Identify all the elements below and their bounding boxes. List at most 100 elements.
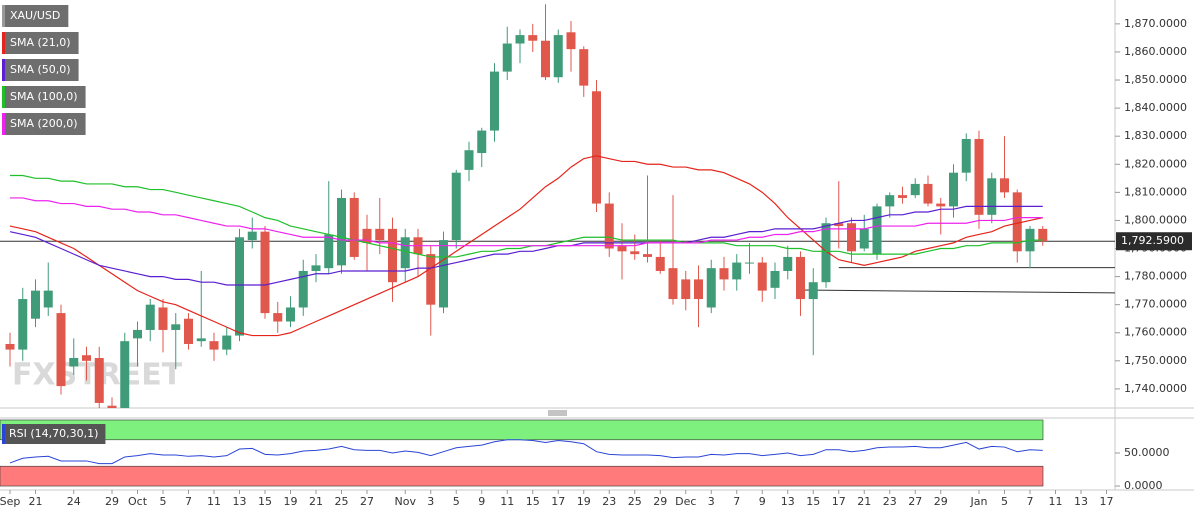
legend-entry: SMA (200,0) (10, 117, 78, 130)
legend-entry-swatch (2, 32, 5, 54)
x-tick-label: 17 (551, 495, 565, 508)
candle-body (82, 355, 91, 361)
rsi-title-box (2, 424, 106, 444)
legend-entry-box (2, 113, 86, 135)
y-tick-label: 1,740.0000 (1124, 382, 1187, 395)
x-tick-label: 21 (857, 495, 871, 508)
x-tick-label: 5 (1001, 495, 1008, 508)
legend-entry-box (2, 86, 86, 108)
x-tick-label: 21 (29, 495, 43, 508)
legend-entry-box (2, 59, 79, 81)
candle-body (1038, 228, 1048, 242)
y-tick-label: 1,750.0000 (1124, 354, 1187, 367)
y-tick-label: 1,760.0000 (1124, 326, 1187, 339)
last-price-tag (1116, 232, 1192, 251)
legend-title: XAU/USD (10, 9, 60, 22)
candle-body (439, 240, 448, 308)
x-tick-label: 15 (806, 495, 820, 508)
x-tick-label: 17 (1100, 495, 1114, 508)
rsi-title-swatch (2, 424, 5, 444)
candle-body (375, 228, 385, 241)
candle-body (757, 262, 767, 291)
x-tick-label: 13 (233, 495, 247, 508)
y-tick-label: 1,850.0000 (1124, 73, 1187, 86)
x-tick-label: 19 (577, 495, 591, 508)
candle-body (987, 178, 997, 215)
x-tick-label: 11 (500, 495, 514, 508)
candle-body (566, 32, 576, 50)
y-tick-label: 1,780.0000 (1124, 270, 1187, 283)
candle-body (1012, 192, 1022, 252)
candle-body (171, 324, 181, 330)
splitter-handle[interactable] (548, 410, 567, 416)
x-tick-label: 23 (883, 495, 897, 508)
candle-body (668, 268, 678, 300)
candle-body (490, 71, 499, 131)
candle-body (426, 254, 436, 305)
candle-body (885, 195, 895, 207)
candle-body (107, 405, 117, 408)
x-tick-label: 23 (602, 495, 616, 508)
sma-line (9, 155, 1043, 337)
candle-body (515, 35, 525, 44)
candle-body (936, 203, 946, 207)
candle-body (362, 228, 372, 243)
candle-body (783, 256, 793, 271)
candle-body (821, 223, 831, 283)
x-tick-label: 25 (335, 495, 349, 508)
y-tick-label: 1,800.0000 (1124, 213, 1187, 226)
legend-entry-swatch (2, 113, 5, 135)
candle-body (961, 138, 971, 173)
y-tick-label: 0.0000 (1124, 479, 1163, 492)
x-tick-label: Sep (0, 495, 20, 508)
candle-body (974, 138, 984, 215)
x-tick-label: 11 (207, 495, 221, 508)
legend-entry: SMA (21,0) (10, 36, 71, 49)
candle-body (655, 256, 665, 271)
legend-title-box (2, 5, 69, 27)
candle-body (273, 313, 283, 322)
candle-body (872, 206, 882, 255)
y-tick-label: 1,860.0000 (1124, 45, 1187, 58)
x-tick-label: Oct (128, 495, 148, 508)
candle-body (311, 265, 321, 271)
legend-entry-box (2, 32, 79, 54)
x-tick-label: 15 (526, 495, 540, 508)
candle-body (541, 40, 550, 78)
x-tick-label: 3 (708, 495, 715, 508)
y-tick-label: 1,840.0000 (1124, 101, 1187, 114)
candle-body (235, 237, 244, 336)
candle-body (31, 290, 40, 319)
x-tick-label: 9 (759, 495, 766, 508)
candle-body (286, 307, 295, 322)
candle-body (222, 335, 232, 350)
candle-body (592, 91, 601, 204)
x-tick-label: 17 (832, 495, 846, 508)
y-tick-label: 1,870.0000 (1124, 17, 1187, 30)
candle-body (502, 43, 512, 72)
candle-body (184, 318, 193, 344)
support-line (800, 289, 1115, 294)
x-tick-label: 5 (453, 495, 460, 508)
candle-body (464, 150, 474, 170)
candle-body (337, 197, 346, 266)
x-tick-label: 29 (105, 495, 119, 508)
candle-body (859, 228, 869, 249)
candle-body (604, 203, 614, 249)
y-tick-label: 1,770.0000 (1124, 298, 1187, 311)
candle-body (910, 183, 920, 196)
candle-body (617, 245, 627, 252)
candle-body (43, 290, 53, 308)
legend-title-swatch (2, 5, 5, 27)
x-tick-label: 15 (258, 495, 272, 508)
candle-body (451, 172, 461, 241)
candle-body (260, 231, 270, 314)
candle-body (694, 279, 703, 300)
x-tick-label: 24 (67, 495, 81, 508)
candle-body (706, 268, 716, 308)
candle-body (158, 307, 168, 330)
last-price-label: 1,792.5900 (1121, 234, 1184, 247)
candle-body (196, 338, 206, 342)
candle-body (834, 223, 844, 227)
candle-body (923, 183, 933, 204)
